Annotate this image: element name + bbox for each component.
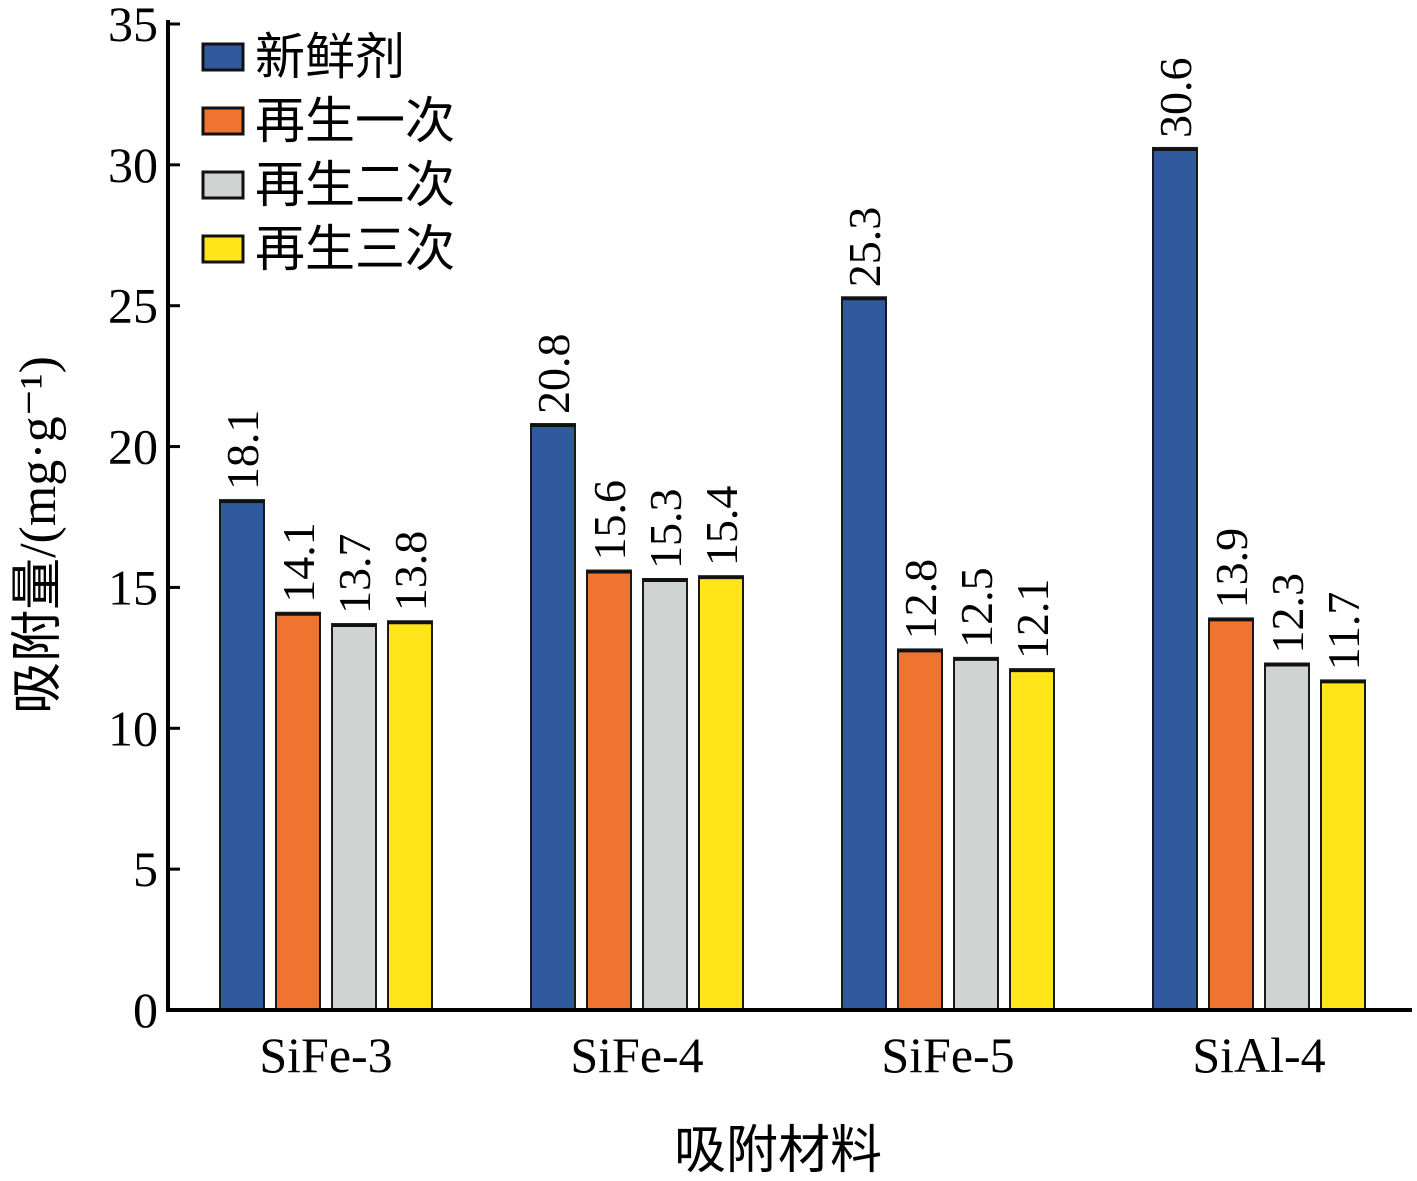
legend-entry-label: 再生三次 [255,221,455,277]
y-tick-label: 35 [108,0,158,52]
data-label: 14.1 [273,522,324,603]
x-category-label: SiAl-4 [1192,1027,1325,1083]
bar [698,575,744,1011]
x-axis-title: 吸附材料 [674,1123,882,1180]
bar [219,499,265,1011]
data-labels: 18.114.1 13.7 13.8 20.8 15.6 15.3 15.4 25.3 12.8… [217,57,1369,670]
bar [1152,146,1198,1011]
bars [219,146,1366,1012]
legend-swatch [201,106,245,136]
legend-swatch [201,42,245,72]
bar [897,648,943,1011]
y-tick-label: 0 [133,982,158,1038]
y-axis-title: 吸附量/(mg·g⁻¹) [10,356,67,714]
x-category-label: SiFe-5 [881,1027,1014,1083]
data-label: 13.9 [1206,528,1257,609]
legend-swatch [201,234,245,264]
data-label: 12.8 [895,559,946,640]
data-label: 13.7 [329,534,380,615]
y-ticks: 0 5 10 15 20 25 30 35 [108,0,180,1038]
data-label: 15.3 [640,488,691,569]
x-categories: SiFe-3 SiFe-4 SiFe-5 SiAl-4 [259,1027,1325,1083]
data-label: 25.3 [839,207,890,288]
y-tick-label: 25 [108,278,158,334]
y-tick-label: 15 [108,559,158,615]
x-category-label: SiFe-3 [259,1027,392,1083]
data-label: 12.3 [1262,573,1313,654]
bar [331,623,377,1012]
legend-entry-label: 新鲜剂 [255,29,405,85]
data-label: 15.6 [584,480,635,561]
data-label: 18.1 [217,410,268,491]
y-tick-label: 30 [108,137,158,193]
bar [1264,662,1310,1012]
data-label: 20.8 [528,334,579,415]
axes [166,20,1412,1012]
data-label: 12.1 [1007,579,1058,660]
bar [275,611,321,1011]
x-category-label: SiFe-4 [570,1027,703,1083]
bar [1009,668,1055,1012]
bar [1320,679,1366,1011]
y-tick-label: 10 [108,700,158,756]
bar [953,656,999,1011]
data-label: 15.4 [696,486,747,567]
bar [642,577,688,1012]
bar [841,296,887,1011]
legend-swatch [201,170,245,200]
data-label: 11.7 [1318,592,1369,671]
y-tick-label: 5 [133,841,158,897]
legend-entry-label: 再生二次 [255,157,455,213]
legend-entry-label: 再生一次 [255,93,455,149]
y-tick-label: 20 [108,419,158,475]
bar [530,423,576,1011]
data-label: 12.5 [951,567,1002,648]
bar [1208,617,1254,1011]
bar [387,620,433,1012]
data-label: 30.6 [1150,57,1201,138]
bar [586,569,632,1011]
data-label: 13.8 [385,531,436,612]
